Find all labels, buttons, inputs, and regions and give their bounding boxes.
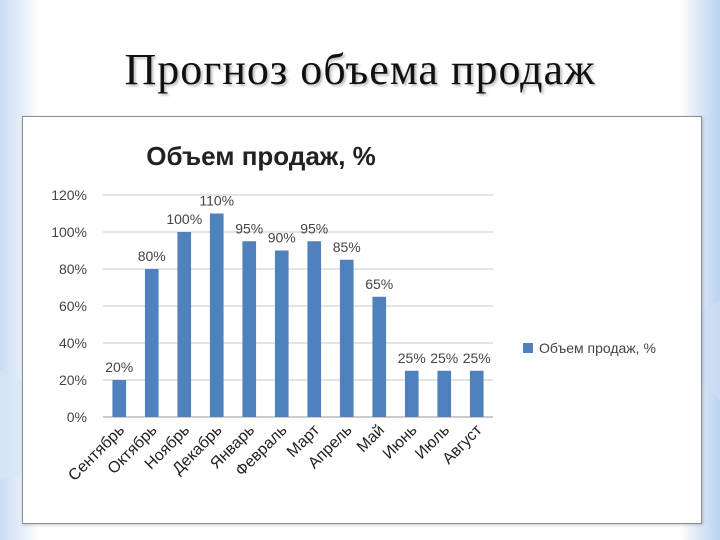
bar [274, 250, 289, 417]
data-label: 25% [398, 350, 426, 366]
data-label: 100% [166, 211, 202, 227]
data-label: 25% [463, 350, 491, 366]
data-label: 25% [430, 350, 458, 366]
chart-title: Объем продаж, % [146, 141, 376, 171]
bar [242, 241, 257, 417]
legend-swatch [523, 343, 533, 353]
y-tick-label: 20% [59, 372, 87, 388]
y-tick-label: 80% [59, 261, 87, 277]
slide-title: Прогноз объема продаж [124, 45, 596, 94]
bar [144, 269, 159, 417]
data-label: 110% [199, 193, 234, 209]
bar [404, 370, 419, 417]
data-label: 95% [235, 220, 263, 236]
data-label: 90% [268, 230, 296, 246]
y-tick-label: 40% [59, 335, 87, 351]
data-label: 65% [365, 276, 393, 292]
data-label: 80% [138, 248, 166, 264]
sales-volume-chart: Объем продаж, % 0% 20% 40% 60% 80% 100% 120% 2… [51, 141, 656, 485]
category-label: Июнь [380, 422, 421, 463]
bar [112, 380, 127, 417]
bar [177, 232, 192, 417]
legend-label: Объем продаж, % [539, 340, 656, 356]
chart-frame: Объем продаж, % 0% 20% 40% 60% 80% 100% 120% 2… [22, 116, 702, 524]
data-label: 20% [105, 359, 133, 375]
bar [437, 370, 452, 417]
data-label: 95% [300, 220, 328, 236]
bar [209, 213, 224, 417]
y-tick-label: 120% [51, 187, 87, 203]
y-tick-label: 100% [51, 224, 87, 240]
bar [307, 241, 322, 417]
data-label: 85% [333, 239, 361, 255]
bar [372, 296, 387, 417]
y-tick-label: 60% [59, 298, 87, 314]
y-tick-label: 0% [67, 409, 87, 425]
bar [339, 259, 354, 417]
bar [469, 370, 484, 417]
